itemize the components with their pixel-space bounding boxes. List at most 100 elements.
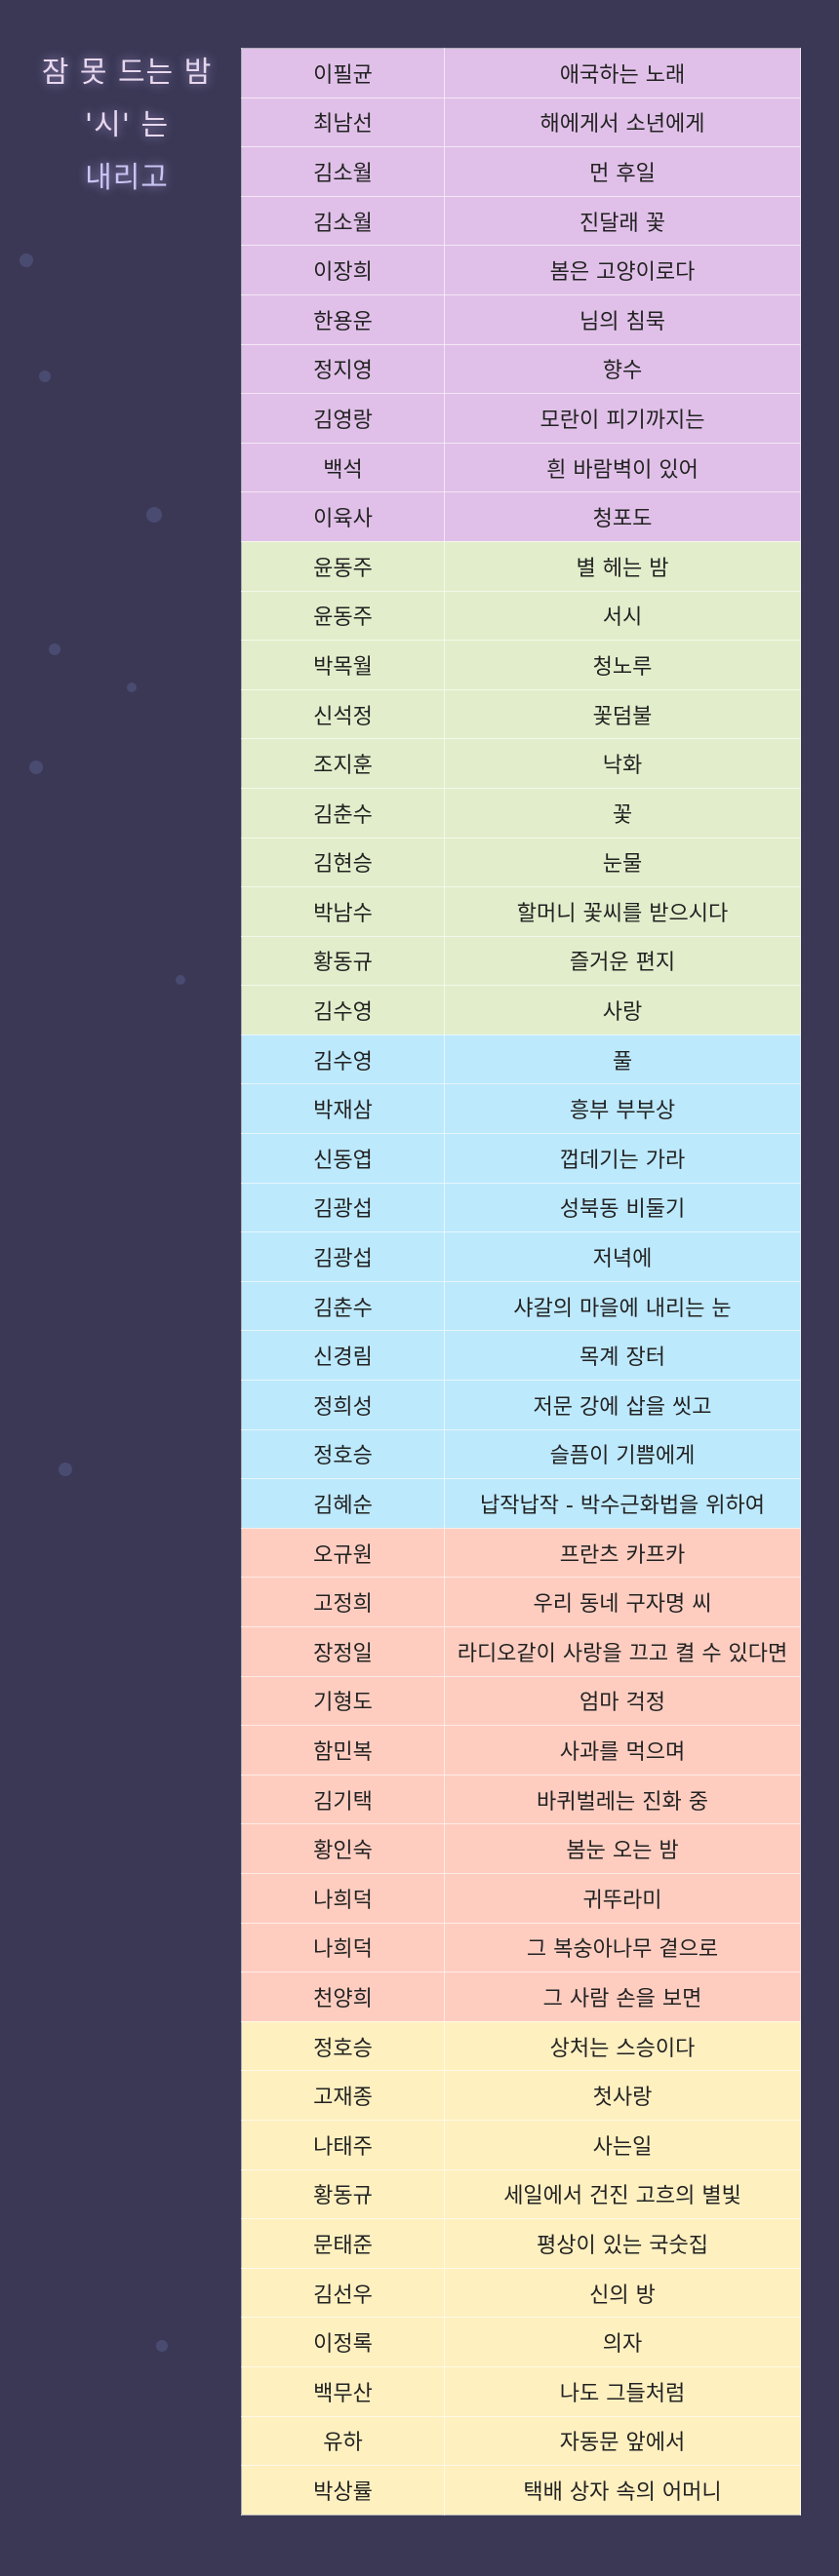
poet-cell: 황인숙 xyxy=(241,1823,445,1874)
table-row: 김영랑 모란이 피기까지는 xyxy=(241,393,801,444)
poet-cell: 김춘수 xyxy=(241,787,445,839)
poem-title-cell: 세일에서 건진 고흐의 별빛 xyxy=(444,2168,801,2220)
poet-cell: 김선우 xyxy=(241,2267,445,2319)
table-row: 이장희 봄은 고양이로다 xyxy=(241,245,801,295)
poem-title-cell: 할머니 꽃씨를 받으시다 xyxy=(444,886,801,937)
poem-title-cell: 별 헤는 밤 xyxy=(444,540,801,592)
poet-cell: 신경림 xyxy=(241,1330,445,1382)
poet-cell: 박상률 xyxy=(241,2465,445,2516)
poem-title-cell: 저문 강에 삽을 씻고 xyxy=(444,1380,801,1430)
poet-cell: 정호승 xyxy=(241,1428,445,1480)
poem-title-cell: 택배 상자 속의 어머니 xyxy=(444,2465,801,2516)
table-row: 김광섭 저녁에 xyxy=(241,1231,801,1282)
table-row: 김광섭 성북동 비둘기 xyxy=(241,1182,801,1233)
poem-title-cell: 엄마 걱정 xyxy=(444,1675,801,1727)
table-row: 김소월 진달래 꽃 xyxy=(241,195,801,247)
poet-cell: 최남선 xyxy=(241,97,445,148)
table-row: 이정록 의자 xyxy=(241,2317,801,2367)
table-row: 장정일 라디오같이 사랑을 끄고 켤 수 있다면 xyxy=(241,1626,801,1677)
page-title: 잠 못 드는 밤 '시' 는 내리고 xyxy=(29,47,224,205)
table-row: 최남선 해에게서 소년에게 xyxy=(241,97,801,148)
poet-cell: 윤동주 xyxy=(241,590,445,642)
table-row: 오규원 프란츠 카프카 xyxy=(241,1527,801,1579)
poem-title-cell: 사과를 먹으며 xyxy=(444,1725,801,1776)
poem-title-cell: 향수 xyxy=(444,343,801,395)
poem-title-cell: 샤갈의 마을에 내리는 눈 xyxy=(444,1280,801,1332)
poet-cell: 김수영 xyxy=(241,985,445,1035)
table-row: 김현승 눈물 xyxy=(241,837,801,888)
poem-title-cell: 해에게서 소년에게 xyxy=(444,97,801,148)
poet-cell: 김현승 xyxy=(241,837,445,888)
poem-title-cell: 납작납작 - 박수근화법을 위하여 xyxy=(444,1478,801,1529)
table-row: 이필균 애국하는 노래 xyxy=(241,48,801,98)
title-line-3: 내리고 xyxy=(85,161,169,195)
poem-title-cell: 봄눈 오는 밤 xyxy=(444,1823,801,1874)
poem-title-cell: 슬픔이 기쁨에게 xyxy=(444,1428,801,1480)
poet-cell: 이필균 xyxy=(241,48,445,98)
poem-title-cell: 진달래 꽃 xyxy=(444,195,801,247)
poem-title-cell: 첫사랑 xyxy=(444,2070,801,2121)
poet-cell: 문태준 xyxy=(241,2218,445,2269)
poem-title-cell: 즐거운 편지 xyxy=(444,935,801,987)
poem-title-cell: 풀 xyxy=(444,1034,801,1085)
poem-title-cell: 성북동 비둘기 xyxy=(444,1182,801,1233)
poem-title-cell: 껍데기는 가라 xyxy=(444,1133,801,1184)
table-row: 박상률 택배 상자 속의 어머니 xyxy=(241,2465,801,2516)
poem-title-cell: 바퀴벌레는 진화 중 xyxy=(444,1774,801,1825)
poet-cell: 이육사 xyxy=(241,491,445,542)
poem-title-cell: 청노루 xyxy=(444,640,801,690)
poem-title-cell: 청포도 xyxy=(444,491,801,542)
poem-title-cell: 라디오같이 사랑을 끄고 켤 수 있다면 xyxy=(444,1626,801,1677)
table-row: 김춘수 꽃 xyxy=(241,787,801,839)
poet-cell: 장정일 xyxy=(241,1626,445,1677)
poet-cell: 박목월 xyxy=(241,640,445,690)
table-row: 나희덕 그 복숭아나무 곁으로 xyxy=(241,1922,801,1973)
poem-title-cell: 프란츠 카프카 xyxy=(444,1527,801,1579)
table-row: 신동엽 껍데기는 가라 xyxy=(241,1133,801,1184)
table-row: 백무산 나도 그들처럼 xyxy=(241,2365,801,2417)
poem-title-cell: 우리 동네 구자명 씨 xyxy=(444,1577,801,1627)
poet-cell: 고정희 xyxy=(241,1577,445,1627)
poem-title-cell: 저녁에 xyxy=(444,1231,801,1282)
poet-cell: 백무산 xyxy=(241,2365,445,2417)
poem-table: 이필균 애국하는 노래 최남선 해에게서 소년에게 김소월 먼 후일 김소월 진달래 꽃 이장희… xyxy=(241,48,801,2516)
table-row: 천양희 그 사람 손을 보면 xyxy=(241,1971,801,2022)
poem-title-cell: 님의 침묵 xyxy=(444,293,801,345)
poem-title-cell: 흥부 부부상 xyxy=(444,1083,801,1135)
table-row: 문태준 평상이 있는 국숫집 xyxy=(241,2218,801,2269)
table-row: 신경림 목계 장터 xyxy=(241,1330,801,1382)
poem-title-cell: 흰 바람벽이 있어 xyxy=(444,442,801,493)
poem-title-cell: 의자 xyxy=(444,2317,801,2367)
table-row: 정희성 저문 강에 삽을 씻고 xyxy=(241,1380,801,1430)
poet-cell: 박남수 xyxy=(241,886,445,937)
poet-cell: 신석정 xyxy=(241,688,445,740)
poem-title-cell: 그 복숭아나무 곁으로 xyxy=(444,1922,801,1973)
table-row: 박재삼 흥부 부부상 xyxy=(241,1083,801,1135)
poet-cell: 나희덕 xyxy=(241,1922,445,1973)
table-row: 김소월 먼 후일 xyxy=(241,146,801,197)
poet-cell: 유하 xyxy=(241,2415,445,2467)
table-row: 나희덕 귀뚜라미 xyxy=(241,1872,801,1924)
poet-cell: 정희성 xyxy=(241,1380,445,1430)
poet-cell: 기형도 xyxy=(241,1675,445,1727)
table-row: 함민복 사과를 먹으며 xyxy=(241,1725,801,1776)
poet-cell: 황동규 xyxy=(241,2168,445,2220)
poet-cell: 조지훈 xyxy=(241,738,445,789)
poem-title-cell: 나도 그들처럼 xyxy=(444,2365,801,2417)
poet-cell: 김수영 xyxy=(241,1034,445,1085)
table-row: 신석정 꽃덤불 xyxy=(241,688,801,740)
poet-cell: 김광섭 xyxy=(241,1182,445,1233)
table-row: 나태주 사는일 xyxy=(241,2119,801,2170)
poem-title-cell: 모란이 피기까지는 xyxy=(444,393,801,444)
poem-title-cell: 꽃 xyxy=(444,787,801,839)
table-row: 정호승 상처는 스승이다 xyxy=(241,2020,801,2072)
table-row: 유하 자동문 앞에서 xyxy=(241,2415,801,2467)
poem-title-cell: 귀뚜라미 xyxy=(444,1872,801,1924)
poem-title-cell: 눈물 xyxy=(444,837,801,888)
table-row: 박목월 청노루 xyxy=(241,640,801,690)
table-row: 김선우 신의 방 xyxy=(241,2267,801,2319)
poem-title-cell: 사랑 xyxy=(444,985,801,1035)
poet-cell: 백석 xyxy=(241,442,445,493)
table-row: 윤동주 서시 xyxy=(241,590,801,642)
poem-title-cell: 낙화 xyxy=(444,738,801,789)
